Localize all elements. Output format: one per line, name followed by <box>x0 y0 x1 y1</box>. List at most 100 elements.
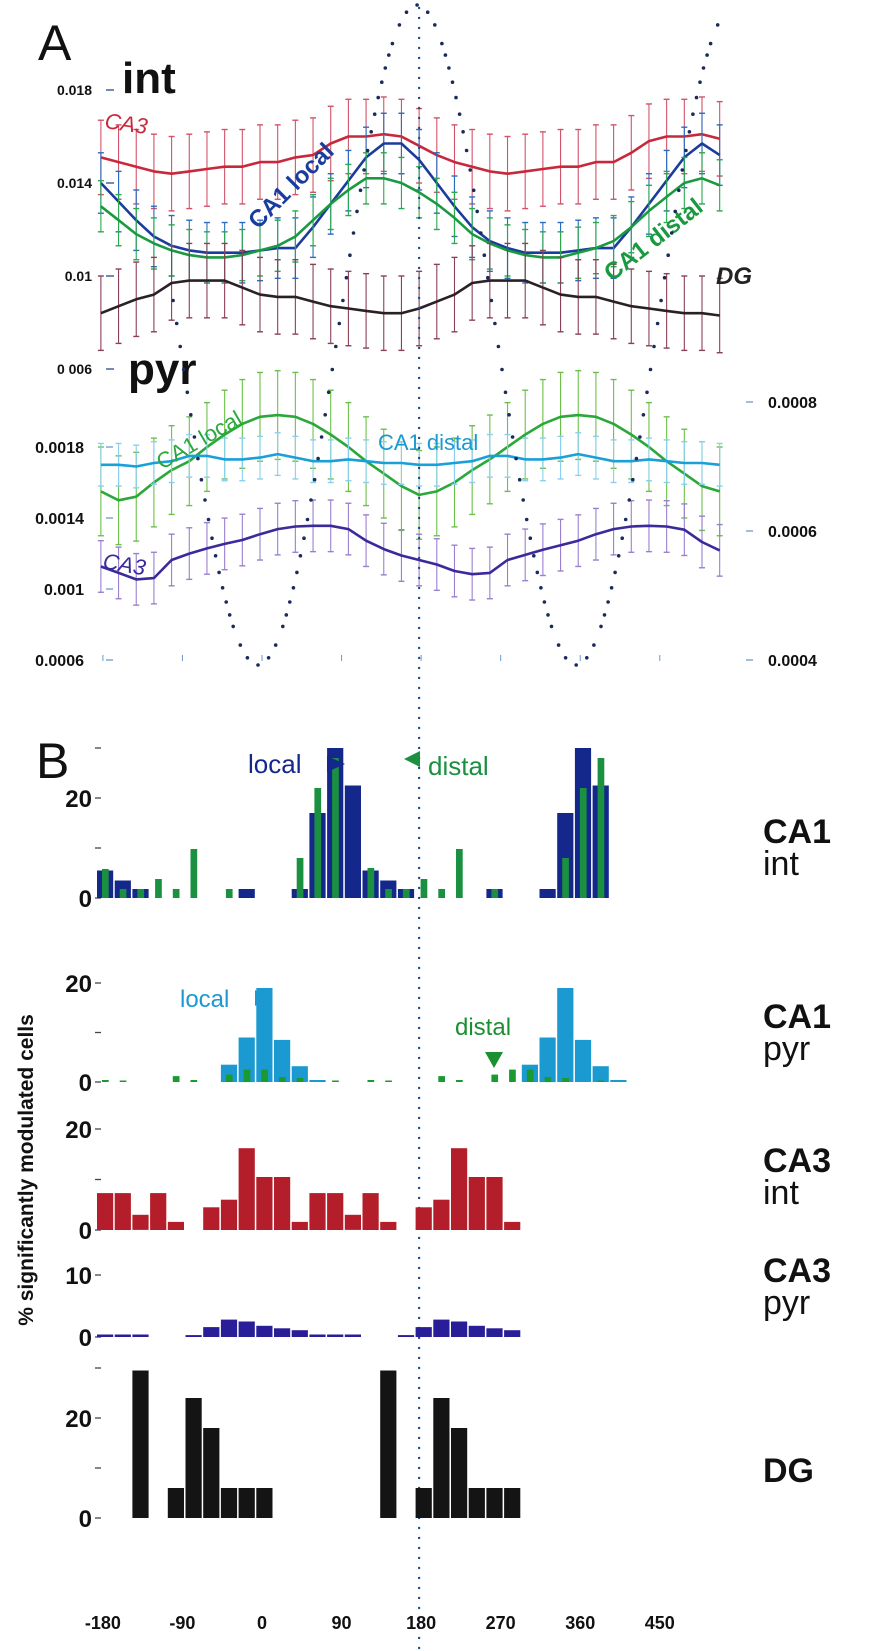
wave-dot <box>475 209 480 214</box>
phase-line-dot <box>417 186 421 190</box>
label-int-ca1-local: CA1 local <box>243 138 339 234</box>
phase-line-dot <box>417 1536 421 1540</box>
phase-line-dot <box>417 1636 421 1640</box>
bar-ca3-int <box>344 1214 361 1230</box>
bar-local <box>539 1037 556 1083</box>
wave-dot <box>231 624 235 629</box>
phase-line-dot <box>417 1336 421 1340</box>
wave-dot <box>217 570 221 575</box>
int-title: int <box>122 54 176 103</box>
wave-dot <box>238 643 243 647</box>
wave-dot <box>330 367 335 372</box>
phase-line-dot <box>417 126 421 130</box>
phase-line-dot <box>417 1416 421 1420</box>
phase-line-dot <box>417 206 421 210</box>
bar-ca3-int <box>132 1214 149 1230</box>
phase-line-dot <box>417 1076 421 1080</box>
bar-ca3-pyr <box>256 1325 273 1337</box>
phase-line-dot <box>417 1036 421 1040</box>
phase-line-dot <box>417 726 421 730</box>
wave-dot <box>471 188 476 193</box>
bar-ca3-int <box>362 1193 379 1230</box>
wave-dot <box>602 613 607 617</box>
bar-distal <box>385 1080 392 1082</box>
wave-dot <box>309 498 313 502</box>
phase-line-dot <box>417 516 421 520</box>
wave-dot <box>245 656 250 660</box>
wave-dot <box>694 95 699 100</box>
bar-dg <box>167 1488 184 1518</box>
wave-dot <box>454 95 458 100</box>
arrow-right-icon <box>255 990 270 1006</box>
wave-dot <box>623 517 628 522</box>
bar-ca3-int <box>167 1221 184 1230</box>
series-line-pyr-ca1-distal <box>100 452 720 468</box>
bar-distal <box>491 889 499 898</box>
phase-line-dot <box>417 916 421 920</box>
wave-dot <box>461 130 465 134</box>
phase-line-dot <box>417 656 421 660</box>
phase-line-dot <box>417 746 421 750</box>
wave-dot <box>592 643 596 647</box>
wave-dot <box>486 275 490 280</box>
bar-ca3-int <box>97 1193 114 1230</box>
wave-dot <box>489 298 494 303</box>
x-tick-label: -90 <box>169 1613 195 1633</box>
y-tick-label-left: 0.0006 <box>35 653 84 670</box>
phase-line-dot <box>417 406 421 410</box>
bar-distal <box>597 1080 605 1082</box>
wave-dot <box>415 3 419 7</box>
wave-dot <box>631 477 635 482</box>
phase-line-dot <box>417 706 421 710</box>
bar-distal <box>491 1074 499 1082</box>
bar-ca3-int <box>238 1148 255 1230</box>
wave-dot <box>189 413 193 417</box>
bar-distal <box>137 889 145 898</box>
bar-ca3-pyr <box>451 1321 468 1337</box>
phase-line-dot <box>417 646 421 650</box>
bar-local <box>574 1039 592 1082</box>
bar-distal <box>314 788 322 898</box>
bar-distal <box>367 868 375 898</box>
bar-distal <box>332 1080 339 1082</box>
phase-line-dot <box>417 546 421 550</box>
phase-line-dot <box>417 926 421 930</box>
bar-ca3-int <box>415 1207 432 1230</box>
wave-dot <box>404 10 409 14</box>
bar-distal <box>385 889 392 898</box>
panel-b-ca1-int <box>95 747 609 899</box>
wave-dot <box>507 413 511 417</box>
wave-dot <box>440 41 444 46</box>
wave-dot <box>510 435 515 439</box>
y-tick-label-right: 0.0008 <box>768 395 817 412</box>
wave-dot <box>535 570 540 575</box>
wave-dot <box>503 390 508 395</box>
bar-dg <box>468 1488 485 1518</box>
phase-line-dot <box>417 1406 421 1410</box>
bar-distal <box>190 849 198 898</box>
wave-dot <box>341 298 345 303</box>
bar-distal <box>119 1080 127 1082</box>
bar-distal <box>119 889 127 898</box>
bar-distal <box>579 788 587 898</box>
x-tick-label: -180 <box>85 1613 121 1633</box>
wave-dot <box>648 367 653 372</box>
bar-ca3-int <box>486 1177 503 1230</box>
wave-dot <box>178 344 182 349</box>
wave-dot <box>380 80 384 84</box>
phase-line-dot <box>417 1106 421 1110</box>
wave-dot <box>266 656 271 660</box>
phase-line-dot <box>417 1176 421 1180</box>
phase-line-dot <box>417 856 421 860</box>
phase-line-dot <box>417 96 421 100</box>
bar-dg <box>238 1488 255 1518</box>
bar-ca3-pyr <box>185 1335 202 1337</box>
wave-dot <box>659 298 663 303</box>
phase-line-dot <box>417 1296 421 1300</box>
wave-dot <box>362 168 366 172</box>
phase-line-dot <box>417 246 421 250</box>
panel-b-ca3-pyr <box>95 1274 521 1338</box>
bar-distal <box>420 879 428 898</box>
bar-ca3-pyr <box>114 1334 131 1337</box>
wave-dot <box>528 536 533 540</box>
